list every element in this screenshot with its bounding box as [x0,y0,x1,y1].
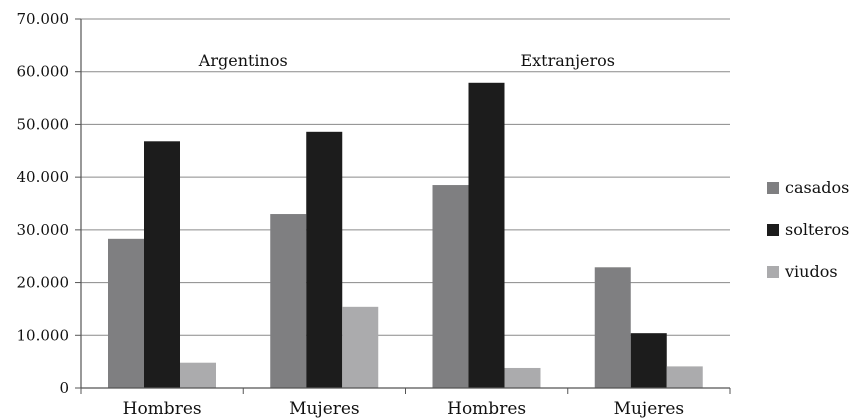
group-label: Argentinos [198,51,288,70]
bar-solteros [630,333,667,388]
category-label: Mujeres [289,399,360,419]
y-tick-label: 0 [59,379,69,397]
y-tick-label: 10.000 [17,326,70,344]
bar-viudos [180,362,216,388]
labels: 0 10.000 20.000 30.000 40.000 50.000 60.000 70.… [17,10,685,419]
bar-solteros [144,141,180,388]
legend-swatch-solteros [767,224,779,236]
bar-viudos [504,367,541,388]
bar-solteros [468,82,505,388]
bar-casados [108,238,144,388]
category-label: Mujeres [614,399,685,419]
legend-label-viudos: viudos [784,262,838,281]
gridlines [81,18,730,336]
bar-solteros [306,131,343,388]
category-label: Hombres [123,399,202,419]
y-tick-label: 70.000 [17,10,70,28]
legend: casados solteros viudos [767,178,849,281]
bar-viudos [342,306,379,388]
y-tick-label: 60.000 [17,63,70,81]
bar-viudos [666,366,703,388]
axes [75,18,731,394]
legend-label-solteros: solteros [785,220,849,239]
legend-swatch-viudos [767,266,779,278]
y-tick-label: 50.000 [17,115,70,133]
category-label: Hombres [447,399,526,419]
group-label: Extranjeros [520,51,615,70]
y-tick-label: 30.000 [17,221,70,239]
y-tick-label: 40.000 [17,168,70,186]
bar-casados [594,267,631,388]
legend-label-casados: casados [785,178,849,197]
y-tick-label: 20.000 [17,274,70,292]
bar-casados [432,185,469,388]
legend-swatch-casados [767,182,779,194]
bar-casados [270,214,307,388]
bars [108,82,703,388]
